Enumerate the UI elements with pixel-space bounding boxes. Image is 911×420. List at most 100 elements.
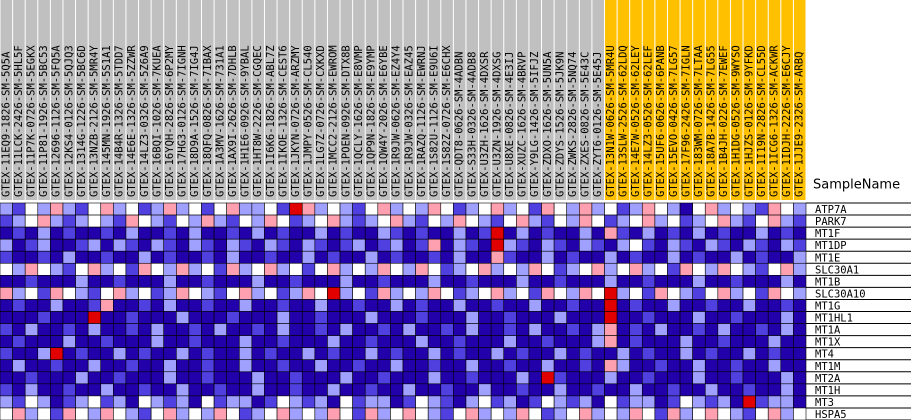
heatmap-cell xyxy=(327,323,341,336)
sample-label-bg xyxy=(164,0,176,200)
heatmap-cell xyxy=(125,262,139,276)
heatmap-cell xyxy=(150,262,165,276)
sample-label-bg xyxy=(353,0,365,200)
heatmap-cell xyxy=(465,323,479,336)
heatmap-cell xyxy=(453,359,467,373)
heatmap-cell xyxy=(364,347,379,361)
heatmap-cell xyxy=(377,214,391,228)
heatmap-cell xyxy=(604,226,618,240)
heatmap-cell xyxy=(490,287,505,300)
heatmap-cell xyxy=(541,407,555,420)
heatmap-cell xyxy=(176,226,190,240)
heatmap-cell xyxy=(0,311,13,324)
heatmap-cell xyxy=(679,395,693,409)
heatmap-cell xyxy=(62,347,76,361)
heatmap-cell xyxy=(516,407,530,420)
heatmap-cell xyxy=(453,262,467,276)
heatmap-cell xyxy=(402,359,416,373)
heatmap-cell xyxy=(289,275,303,288)
heatmap-cell xyxy=(453,335,467,348)
sample-label-bg xyxy=(290,0,302,200)
heatmap-cell xyxy=(692,395,706,409)
heatmap-cell xyxy=(100,323,114,336)
gene-label: MT1F xyxy=(815,228,840,240)
heatmap-cell xyxy=(503,335,517,348)
heatmap-cell xyxy=(654,395,668,409)
heatmap-cell xyxy=(12,395,26,409)
heatmap-cell xyxy=(100,371,114,385)
heatmap-cell xyxy=(402,347,416,361)
heatmap-cell xyxy=(377,383,391,397)
heatmap-cell xyxy=(100,311,114,324)
sample-label: GTEX-1LG7Z-0726-SM-CXKXD xyxy=(315,45,327,197)
heatmap-cell xyxy=(629,395,643,409)
heatmap-cell xyxy=(12,202,26,216)
heatmap-cell xyxy=(402,262,416,276)
heatmap-cell xyxy=(692,383,706,397)
heatmap-cell xyxy=(667,359,681,373)
heatmap-cell xyxy=(150,395,165,409)
heatmap-cell xyxy=(604,371,618,385)
sample-label-bg xyxy=(252,0,264,200)
heatmap-cell xyxy=(427,407,442,420)
heatmap-cell xyxy=(75,359,89,373)
heatmap-cell xyxy=(226,371,240,385)
heatmap-cell xyxy=(138,226,152,240)
heatmap-cell xyxy=(12,371,26,385)
heatmap-cell xyxy=(440,262,454,276)
heatmap-cell xyxy=(87,262,102,276)
heatmap-cell xyxy=(616,359,630,373)
heatmap-cell xyxy=(50,275,64,288)
heatmap-cell xyxy=(490,275,505,288)
heatmap-cell xyxy=(415,262,429,276)
heatmap-cell xyxy=(37,299,51,312)
heatmap-cell xyxy=(591,407,605,420)
heatmap-cell xyxy=(478,226,492,240)
heatmap-cell xyxy=(402,250,416,264)
heatmap-cell xyxy=(440,347,454,361)
heatmap-cell xyxy=(390,226,404,240)
sample-label-bg xyxy=(315,0,327,200)
heatmap-cell xyxy=(251,359,265,373)
heatmap-cell xyxy=(314,347,328,361)
heatmap-cell xyxy=(667,262,681,276)
heatmap-cell xyxy=(251,383,265,397)
heatmap-cell xyxy=(251,299,265,312)
heatmap-cell xyxy=(717,371,731,385)
heatmap-cell xyxy=(251,335,265,348)
heatmap-cell xyxy=(24,323,39,336)
heatmap-cell xyxy=(629,383,643,397)
sample-label: GTEX-1HJZS-0126-SM-9YFKD xyxy=(743,45,755,197)
heatmap-cell xyxy=(591,323,605,336)
heatmap-cell xyxy=(553,226,568,240)
heatmap-cell xyxy=(553,299,568,312)
heatmap-cell xyxy=(654,226,668,240)
heatmap-cell xyxy=(150,347,165,361)
sample-label: GTEX-1S82U-1126-SM-E9U6I xyxy=(428,45,440,197)
heatmap-cell xyxy=(377,287,391,300)
heatmap-cell xyxy=(0,299,13,312)
heatmap-cell xyxy=(50,214,64,228)
heatmap-cell xyxy=(238,347,253,361)
heatmap-cell xyxy=(24,383,39,397)
heatmap-cell xyxy=(24,335,39,348)
heatmap-cell xyxy=(453,311,467,324)
heatmap-cell xyxy=(87,323,102,336)
heatmap-cell xyxy=(453,238,467,252)
heatmap-cell xyxy=(465,359,479,373)
heatmap-cell xyxy=(780,359,794,373)
heatmap-cell xyxy=(641,347,656,361)
heatmap-cell xyxy=(629,323,643,336)
heatmap-cell xyxy=(201,262,215,276)
heatmap-cell xyxy=(50,262,64,276)
heatmap-cell xyxy=(679,275,693,288)
heatmap-cell xyxy=(138,238,152,252)
heatmap-cell xyxy=(50,287,64,300)
heatmap-cell xyxy=(12,323,26,336)
heatmap-cell xyxy=(75,202,89,216)
heatmap-cell xyxy=(641,323,656,336)
heatmap-cell xyxy=(604,407,618,420)
heatmap-cell xyxy=(100,262,114,276)
heatmap-cell xyxy=(87,407,102,420)
heatmap-cell xyxy=(37,202,51,216)
